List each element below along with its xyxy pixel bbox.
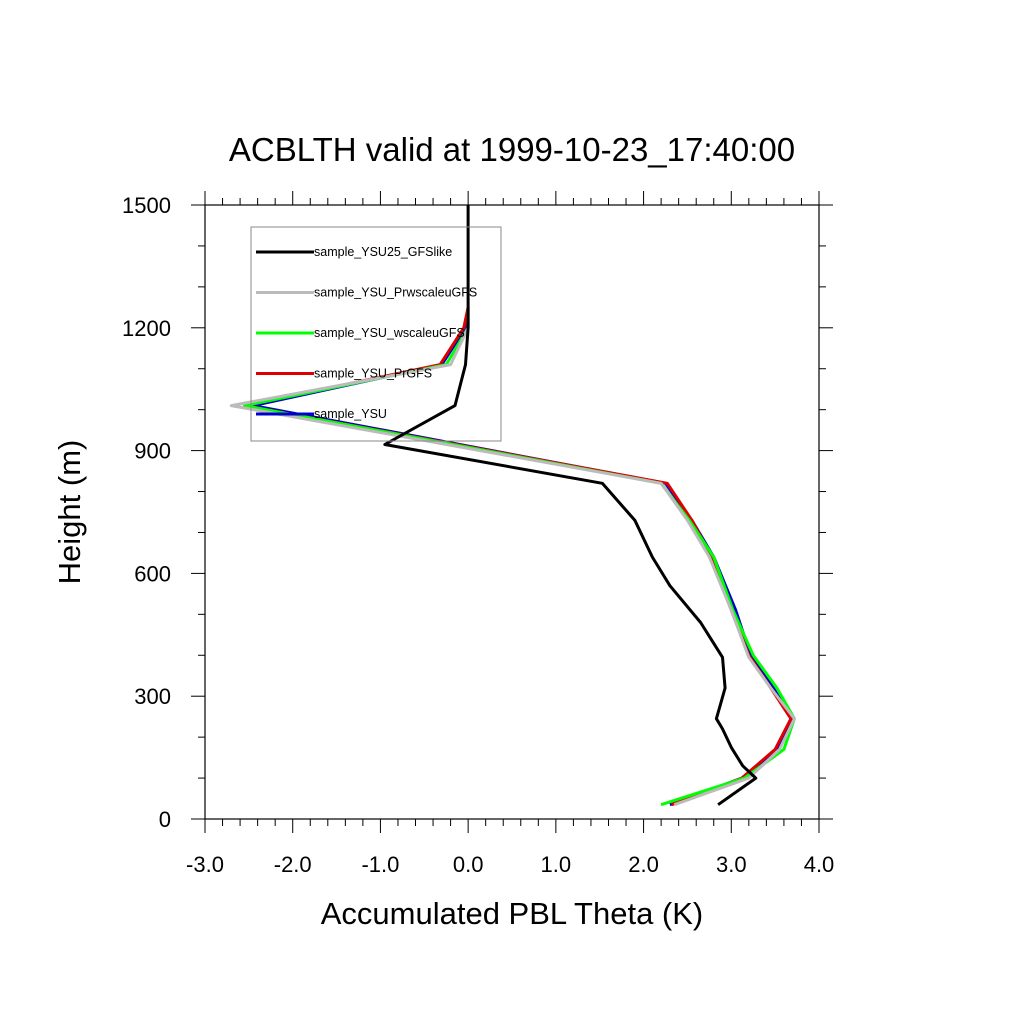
series-line bbox=[243, 307, 796, 807]
legend-label: sample_YSU bbox=[314, 407, 387, 421]
x-tick-label: -1.0 bbox=[361, 852, 399, 877]
x-tick-label: 3.0 bbox=[716, 852, 747, 877]
y-tick-label: 1500 bbox=[122, 193, 171, 218]
y-tick-label: 0 bbox=[159, 807, 171, 832]
x-tick-label: 4.0 bbox=[804, 852, 835, 877]
plot-frame bbox=[204, 204, 820, 820]
x-tick-label: -2.0 bbox=[274, 852, 312, 877]
legend: sample_YSU25_GFSlike sample_YSU_Prwscaleu… bbox=[250, 226, 502, 442]
series-line bbox=[383, 205, 758, 806]
x-tick-label: -3.0 bbox=[186, 852, 224, 877]
legend-label: sample_YSU_PrGFS bbox=[314, 367, 432, 381]
legend-label: sample_YSU25_GFSlike bbox=[314, 245, 452, 259]
y-tick-label: 300 bbox=[134, 684, 171, 709]
legend-label: sample_YSU_wscaleuGFS bbox=[314, 326, 465, 340]
ticks-layer: -3.0 -2.0 -1.0 0.0 1.0 2.0 3.0 4.0 0 300 600 900 120… bbox=[122, 191, 834, 877]
x-tick-label: 1.0 bbox=[541, 852, 572, 877]
series-layer bbox=[229, 205, 796, 807]
legend-box bbox=[250, 226, 502, 442]
legend-label: sample_YSU_PrwscaleuGFS bbox=[314, 286, 477, 300]
chart-title: ACBLTH valid at 1999-10-23_17:40:00 bbox=[229, 131, 795, 168]
series-line bbox=[229, 307, 796, 807]
y-tick-label: 1200 bbox=[122, 316, 171, 341]
x-tick-label: 2.0 bbox=[628, 852, 659, 877]
y-tick-label: 600 bbox=[134, 561, 171, 586]
x-axis-label: Accumulated PBL Theta (K) bbox=[321, 896, 704, 931]
legend-items: sample_YSU25_GFSlike sample_YSU_Prwscaleu… bbox=[256, 245, 477, 421]
y-axis-label: Height (m) bbox=[52, 440, 87, 585]
y-tick-label: 900 bbox=[134, 439, 171, 464]
x-tick-label: 0.0 bbox=[453, 852, 484, 877]
